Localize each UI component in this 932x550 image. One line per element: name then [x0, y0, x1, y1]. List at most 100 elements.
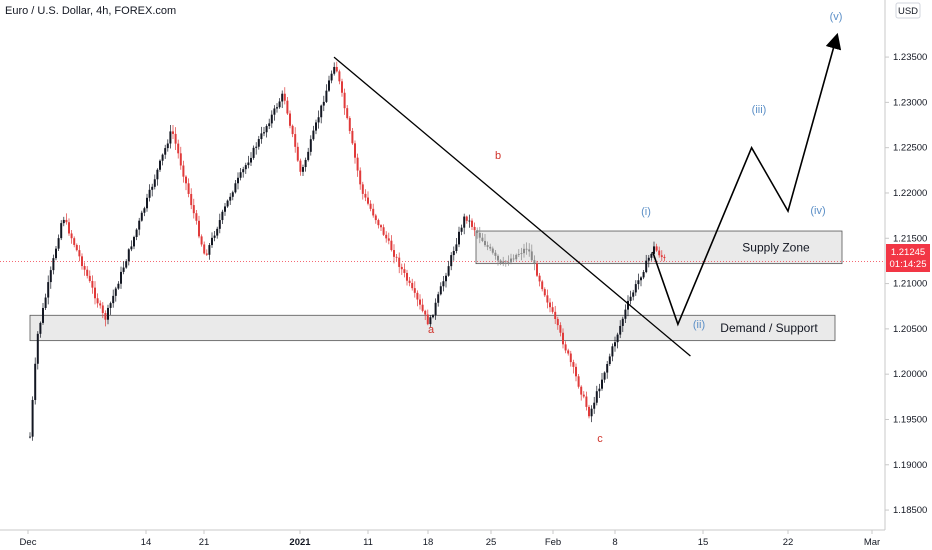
wave-label: (i)	[641, 206, 651, 218]
candle-body	[57, 238, 60, 249]
candle-body	[556, 318, 559, 326]
candle-body	[315, 122, 317, 131]
candle-body	[400, 266, 403, 270]
candle-body	[309, 139, 312, 152]
candle-body	[473, 226, 476, 231]
candle-body	[172, 131, 174, 134]
candle-body	[434, 302, 437, 316]
zone-box[interactable]	[29, 314, 836, 342]
candle-body	[627, 300, 629, 310]
candle-body	[325, 90, 328, 102]
candle-body	[634, 284, 637, 293]
candle-body	[60, 223, 63, 239]
candle-body	[164, 148, 167, 155]
candle-body	[257, 139, 260, 147]
candle-body	[161, 154, 164, 161]
candle-body	[455, 244, 458, 251]
candle-body	[541, 281, 544, 290]
candle-body	[650, 253, 653, 258]
candle-body	[31, 399, 34, 437]
y-tick-label: 1.22000	[893, 188, 927, 199]
last-price-value: 1.21245	[891, 247, 925, 258]
candle-body	[42, 307, 44, 323]
candles	[29, 61, 666, 441]
candle-body	[595, 391, 598, 403]
candle-body	[86, 269, 89, 276]
candle-body	[588, 406, 590, 417]
candle-body	[263, 132, 265, 134]
candle-body	[112, 295, 115, 304]
candle-body	[575, 366, 577, 377]
candle-body	[632, 292, 635, 297]
candle-body	[47, 282, 50, 298]
candle-body	[231, 192, 234, 197]
candle-body	[406, 272, 408, 281]
candle-body	[504, 261, 507, 263]
candle-body	[302, 167, 304, 172]
candle-body	[562, 332, 564, 345]
candle-body	[354, 143, 356, 158]
candle-body	[624, 309, 627, 319]
candle-body	[437, 294, 440, 303]
candle-body	[642, 272, 645, 278]
candle-body	[140, 212, 143, 221]
candle-body	[221, 211, 224, 221]
candle-body	[481, 237, 484, 241]
x-tick-label: 21	[199, 537, 210, 548]
candle-body	[616, 334, 619, 343]
candle-body	[216, 228, 219, 236]
candle-body	[489, 246, 492, 249]
candle-body	[117, 283, 120, 289]
candle-body	[182, 165, 185, 177]
wave-label: (iv)	[810, 205, 825, 217]
candle-body	[34, 363, 37, 400]
projection-path[interactable]	[651, 32, 842, 327]
candle-body	[333, 66, 336, 74]
candle-body	[75, 244, 78, 251]
candle-body	[419, 299, 421, 305]
wave-label: (v)	[830, 11, 843, 23]
candle-body	[203, 244, 206, 254]
candle-body	[281, 93, 284, 102]
candle-body	[185, 176, 187, 184]
candle-body	[515, 254, 518, 260]
candle-body	[294, 134, 297, 147]
y-tick-label: 1.23000	[893, 97, 927, 108]
candle-body	[205, 253, 208, 255]
candle-body	[499, 260, 502, 264]
candle-body	[65, 219, 68, 223]
candle-body	[179, 153, 182, 166]
candle-body	[429, 317, 432, 325]
candle-body	[55, 248, 57, 259]
candle-body	[408, 280, 411, 283]
candle-body	[127, 249, 130, 262]
candle-body	[450, 255, 453, 267]
candle-body	[559, 325, 562, 333]
candle-body	[68, 222, 70, 234]
candle-body	[398, 257, 401, 267]
candle-body	[551, 307, 554, 312]
candle-body	[458, 231, 460, 245]
candle-body	[49, 270, 52, 283]
candle-body	[411, 282, 414, 289]
candle-body	[213, 235, 216, 238]
candle-body	[338, 71, 341, 82]
candle-body	[582, 394, 585, 397]
candle-body	[424, 310, 427, 315]
candle-body	[218, 220, 221, 229]
y-tick-label: 1.19500	[893, 414, 927, 425]
candle-body	[39, 322, 42, 334]
candle-body	[577, 376, 580, 387]
candle-body	[486, 245, 489, 247]
candle-body	[572, 362, 575, 367]
candle-body	[146, 197, 148, 209]
candle-body	[44, 297, 47, 308]
trendline[interactable]	[333, 56, 691, 357]
candle-body	[413, 288, 416, 293]
candle-body	[356, 157, 359, 171]
candle-body	[151, 186, 154, 190]
currency-button[interactable]: USD	[895, 2, 921, 19]
candle-body	[291, 125, 294, 135]
candle-body	[36, 333, 39, 364]
